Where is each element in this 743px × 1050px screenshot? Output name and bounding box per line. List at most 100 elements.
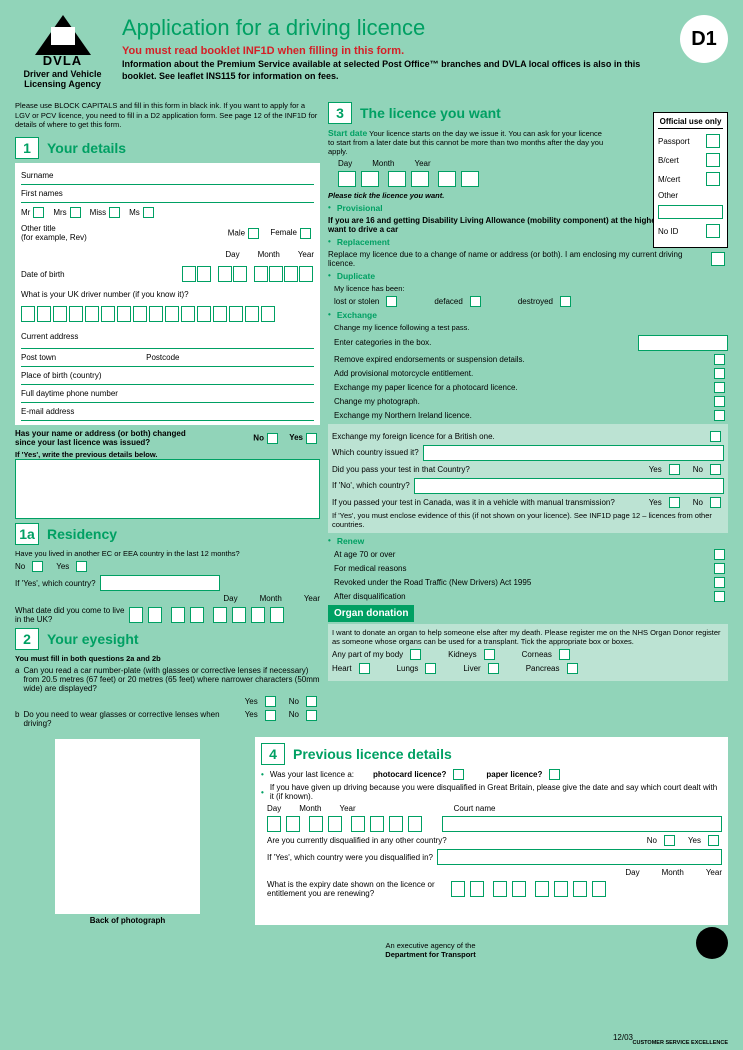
organ-liver[interactable] — [488, 663, 499, 674]
revoked-chk[interactable] — [714, 577, 725, 588]
sec1-num: 1 — [15, 137, 39, 159]
defaced-chk[interactable] — [470, 296, 481, 307]
photo-box — [55, 739, 200, 914]
sec4-box: 4Previous licence details •Was your last… — [255, 737, 728, 925]
medical-chk[interactable] — [714, 563, 725, 574]
remove-chk[interactable] — [714, 354, 725, 365]
eye-a-yes[interactable] — [265, 696, 276, 707]
age70-chk[interactable] — [714, 549, 725, 560]
exchni: Exchange my Northern Ireland licence. — [334, 411, 707, 420]
canada-yes[interactable] — [669, 497, 680, 508]
dob-m2[interactable] — [233, 266, 247, 282]
addr-lbl: Current address — [21, 332, 78, 341]
dob-y1[interactable] — [254, 266, 268, 282]
sec1a-num: 1a — [15, 523, 39, 545]
logo-main: DVLA — [15, 53, 110, 68]
pass-no[interactable] — [710, 464, 721, 475]
dvla-logo: DVLA Driver and Vehicle Licensing Agency — [15, 15, 110, 90]
ifno-input[interactable] — [414, 478, 724, 494]
exchforeign: Exchange my foreign licence for a Britis… — [332, 432, 703, 441]
ms-chk[interactable] — [143, 207, 154, 218]
mr-chk[interactable] — [33, 207, 44, 218]
eye-b-yes[interactable] — [265, 710, 276, 721]
mrs-chk[interactable] — [70, 207, 81, 218]
dq-yes[interactable] — [708, 835, 719, 846]
footer-agency: An executive agency of the — [165, 941, 696, 950]
pass-yes[interactable] — [669, 464, 680, 475]
res-no[interactable] — [32, 561, 43, 572]
eyesight-must: You must fill in both questions 2a and 2… — [15, 654, 320, 663]
miss-chk[interactable] — [109, 207, 120, 218]
official-use-box: Official use only Passport B/cert M/cert… — [653, 112, 728, 248]
destroyed-chk[interactable] — [560, 296, 571, 307]
start-bold: Start date — [328, 128, 367, 138]
off-noid: No ID — [658, 227, 678, 236]
chgphoto: Change my photograph. — [334, 397, 707, 406]
photocard-chk[interactable] — [453, 769, 464, 780]
dob-d2[interactable] — [197, 266, 211, 282]
male-chk[interactable] — [248, 228, 259, 239]
paper-chk[interactable] — [549, 769, 560, 780]
phone-lbl: Full daytime phone number — [21, 389, 118, 398]
posttown-lbl: Post town — [21, 353, 56, 362]
organ-pancreas[interactable] — [567, 663, 578, 674]
off-passport-chk[interactable] — [706, 134, 720, 148]
organ-heart[interactable] — [359, 663, 370, 674]
eye-a-q: Can you read a car number-plate (with gl… — [23, 666, 320, 693]
medical: For medical reasons — [334, 564, 707, 573]
off-other-input[interactable] — [658, 205, 723, 219]
dob-m1[interactable] — [218, 266, 232, 282]
official-head: Official use only — [658, 117, 723, 129]
passcountry: Did you pass your test in that Country? — [332, 465, 645, 474]
off-noid-chk[interactable] — [706, 224, 720, 238]
dob-y2[interactable] — [269, 266, 283, 282]
dob-y4[interactable] — [299, 266, 313, 282]
page-title: Application for a driving licence — [122, 15, 668, 41]
court-input[interactable] — [442, 816, 722, 832]
off-bcert-chk[interactable] — [706, 153, 720, 167]
year-lbl: Year — [298, 250, 314, 259]
canada-no[interactable] — [710, 497, 721, 508]
eye-a-no[interactable] — [306, 696, 317, 707]
addmoto-chk[interactable] — [714, 368, 725, 379]
changed-yes[interactable] — [306, 433, 317, 444]
organ-kidneys[interactable] — [484, 649, 495, 660]
eye-b-no[interactable] — [306, 710, 317, 721]
prev-details-lbl: If 'Yes', write the previous details bel… — [15, 450, 320, 459]
intro-text: Please use BLOCK CAPITALS and fill in th… — [15, 98, 320, 133]
dqwhich-input[interactable] — [437, 849, 722, 865]
cat-input[interactable] — [638, 335, 728, 351]
female-chk[interactable] — [300, 228, 311, 239]
prev-details-input[interactable] — [15, 459, 320, 519]
exchpaper-chk[interactable] — [714, 382, 725, 393]
eye-b-q: Do you need to wear glasses or correctiv… — [23, 710, 240, 728]
res-date-q: What date did you come to live in the UK… — [15, 606, 125, 624]
organ-lungs[interactable] — [425, 663, 436, 674]
ms-lbl: Ms — [129, 208, 140, 217]
exchni-chk[interactable] — [714, 410, 725, 421]
eye-b: b — [15, 710, 19, 719]
canada-q: If you passed your test in Canada, was i… — [332, 498, 645, 507]
sec2-num: 2 — [15, 628, 39, 650]
chgphoto-chk[interactable] — [714, 396, 725, 407]
res-yes[interactable] — [76, 561, 87, 572]
age70: At age 70 or over — [334, 550, 707, 559]
off-mcert-chk[interactable] — [706, 172, 720, 186]
repl-chk[interactable] — [711, 252, 725, 266]
changed-no[interactable] — [267, 433, 278, 444]
organ-txt: I want to donate an organ to help someon… — [332, 628, 724, 646]
organ-corneas[interactable] — [559, 649, 570, 660]
eye-a: a — [15, 666, 19, 675]
dn1[interactable] — [21, 306, 35, 322]
dq-no[interactable] — [664, 835, 675, 846]
exchforeign-chk[interactable] — [710, 431, 721, 442]
postcode-lbl: Postcode — [146, 353, 179, 362]
res-which-input[interactable] — [100, 575, 220, 591]
organ-any[interactable] — [410, 649, 421, 660]
day-lbl: Day — [225, 250, 239, 259]
dob-d1[interactable] — [182, 266, 196, 282]
dob-y3[interactable] — [284, 266, 298, 282]
whichcountry-input[interactable] — [423, 445, 724, 461]
afterdq-chk[interactable] — [714, 591, 725, 602]
lost-chk[interactable] — [386, 296, 397, 307]
